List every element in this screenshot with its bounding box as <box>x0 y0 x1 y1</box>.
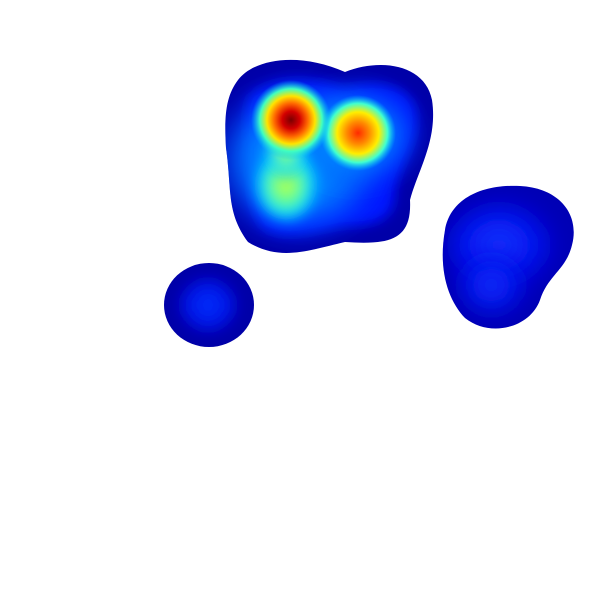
heatmap-blob-left <box>164 263 254 347</box>
heatmap-blob-right <box>442 185 574 329</box>
heatmap-blob-main <box>225 59 434 253</box>
